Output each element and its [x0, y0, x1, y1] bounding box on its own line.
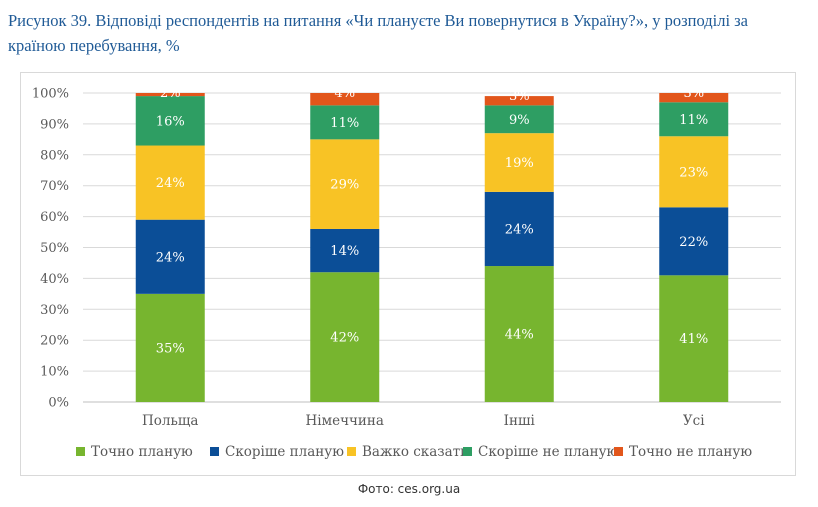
data-label: 3% — [683, 86, 704, 101]
bar-segment — [484, 191, 554, 267]
data-label: 24% — [156, 250, 185, 265]
stacked-bar-chart: 0% 10% 20% 30% 40% 50% 60% 70% 80% 90% 100% 35% 24% 2… — [32, 86, 781, 460]
bar-segment — [310, 105, 380, 140]
x-category-label: Німеччина — [306, 413, 384, 429]
bar-segment — [659, 275, 729, 402]
data-label: 22% — [679, 235, 708, 250]
data-label: 2% — [160, 86, 181, 101]
data-label: 14% — [330, 244, 359, 259]
data-label: 29% — [330, 178, 359, 193]
legend-label: Важко сказати — [362, 444, 469, 460]
data-label: 35% — [156, 341, 185, 356]
y-tick-label: 60% — [40, 210, 69, 225]
y-tick-label: 10% — [40, 365, 69, 380]
data-label: 11% — [679, 113, 708, 128]
y-tick-label: 30% — [40, 303, 69, 318]
legend-swatch — [463, 447, 472, 456]
photo-caption: Фото: ces.org.ua — [357, 482, 461, 496]
legend-label: Точно планую — [91, 444, 193, 460]
legend-swatch — [76, 447, 85, 456]
y-tick-label: 80% — [40, 148, 69, 163]
bar-segment — [135, 219, 205, 294]
bar-segment — [659, 102, 729, 137]
legend-label: Скоріше планую — [225, 444, 344, 460]
legend-label: Скоріше не планую — [478, 444, 619, 460]
bar-segment — [310, 228, 380, 273]
legend-label: Точно не планую — [629, 444, 752, 460]
bar-segment — [135, 293, 205, 402]
legend-swatch — [347, 447, 356, 456]
x-category-label: Усі — [683, 413, 705, 429]
legend-swatch — [614, 447, 623, 456]
bar-segment — [659, 207, 729, 276]
data-label: 42% — [330, 331, 359, 346]
y-tick-label: 0% — [48, 396, 69, 411]
y-tick-label: 50% — [40, 241, 69, 256]
data-label: 23% — [679, 165, 708, 180]
bar-segment — [310, 93, 380, 106]
bar-segment — [484, 266, 554, 402]
data-label: 16% — [156, 114, 185, 129]
bar-segment — [659, 93, 729, 103]
chart-frame: 0% 10% 20% 30% 40% 50% 60% 70% 80% 90% 100% 35% 24% 2… — [20, 72, 796, 476]
y-tick-label: 20% — [40, 334, 69, 349]
bar-segment — [310, 139, 380, 229]
x-category-label: Польща — [142, 413, 198, 429]
data-label: 9% — [509, 113, 530, 128]
data-label: 4% — [334, 86, 355, 101]
data-label: 11% — [330, 116, 359, 131]
data-label: 24% — [156, 176, 185, 191]
bar-segment — [659, 136, 729, 208]
bar-segment — [484, 96, 554, 106]
legend-swatch — [210, 447, 219, 456]
data-label: 44% — [505, 328, 534, 343]
bar-segment — [484, 133, 554, 192]
bar-segment — [135, 145, 205, 220]
data-label: 41% — [679, 332, 708, 347]
figure-title: Рисунок 39. Відповіді респондентів на пи… — [8, 11, 748, 55]
y-tick-label: 100% — [32, 87, 69, 102]
bar-segment — [484, 105, 554, 134]
data-label: 19% — [505, 156, 534, 171]
bar-segment — [310, 272, 380, 402]
y-tick-label: 70% — [40, 179, 69, 194]
data-label: 24% — [505, 222, 534, 237]
data-label: 3% — [509, 89, 530, 104]
bar-segment — [135, 93, 205, 97]
x-category-label: Інші — [504, 413, 536, 429]
y-tick-label: 90% — [40, 117, 69, 132]
y-tick-label: 40% — [40, 272, 69, 287]
bar-segment — [135, 96, 205, 146]
